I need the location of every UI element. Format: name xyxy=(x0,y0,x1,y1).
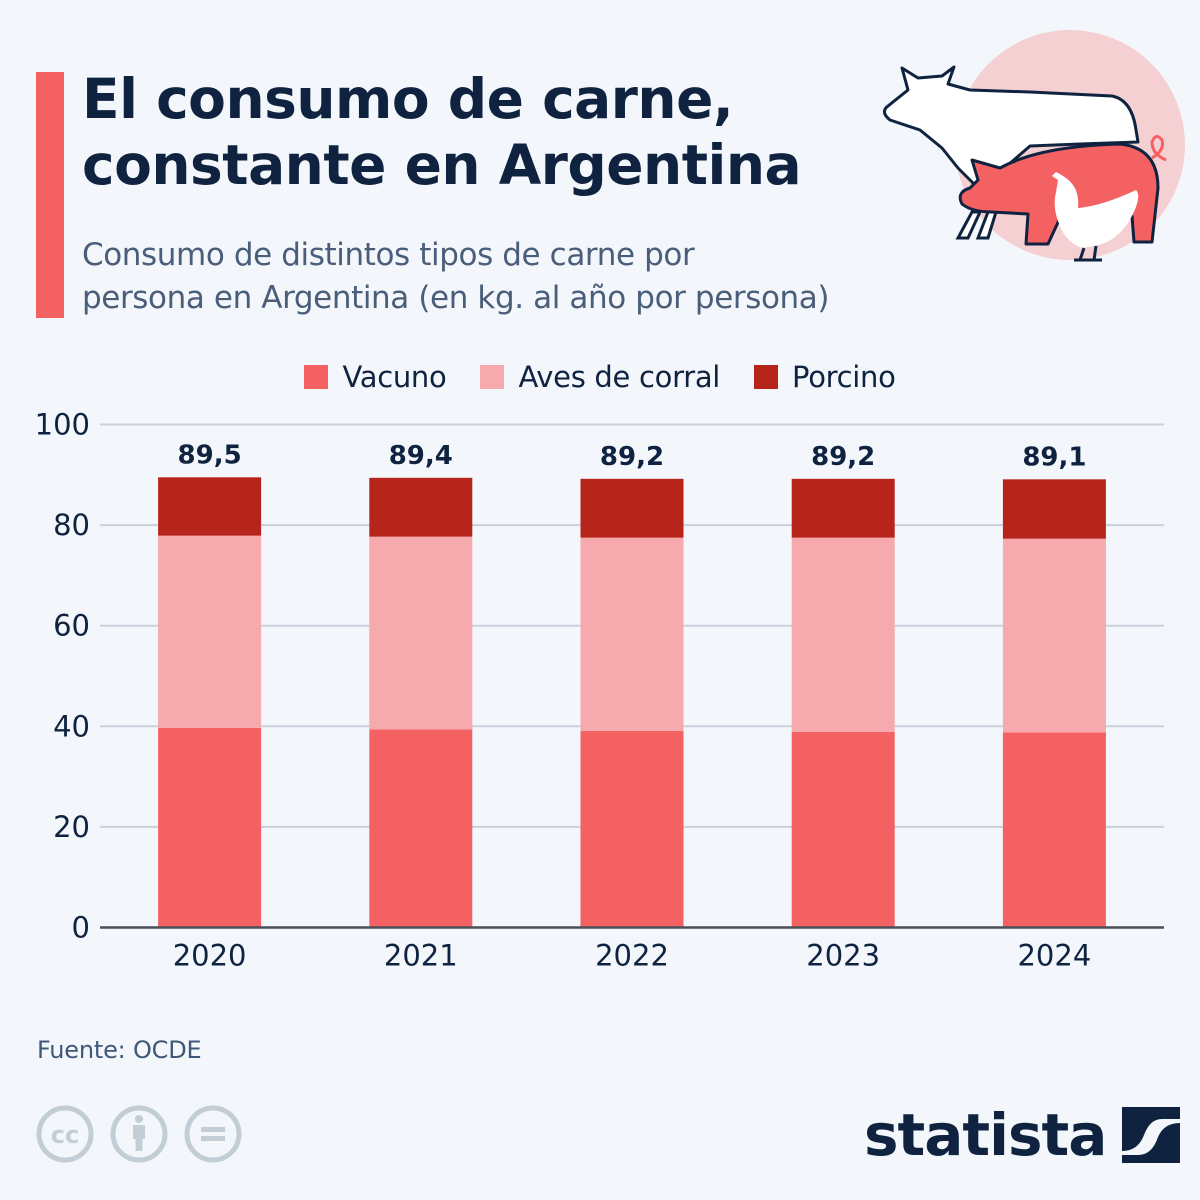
total-data-label: 89,5 xyxy=(178,440,242,470)
bar-segment-aves-de-corral xyxy=(791,537,895,732)
subtitle-line-2: persona en Argentina (en kg. al año por … xyxy=(82,280,830,316)
chicken-icon xyxy=(1052,172,1139,248)
total-data-label: 89,2 xyxy=(600,442,664,472)
bar-segment-porcino xyxy=(158,477,262,536)
attribution-icon[interactable] xyxy=(109,1104,169,1164)
cow-legs-icon xyxy=(955,210,999,240)
chicken-feet-icon xyxy=(1074,245,1102,262)
cc-icon[interactable]: cc xyxy=(35,1104,95,1164)
x-tick-label: 2024 xyxy=(1017,939,1091,973)
total-data-label: 89,1 xyxy=(1022,442,1086,472)
y-tick-label: 40 xyxy=(53,709,90,743)
bar-segment-aves-de-corral xyxy=(158,535,262,728)
total-data-label: 89,2 xyxy=(811,442,875,472)
source-note: Fuente: OCDE xyxy=(37,1036,202,1064)
bar-segment-aves-de-corral xyxy=(580,537,684,731)
y-tick-label: 0 xyxy=(72,911,90,945)
svg-text:cc: cc xyxy=(51,1121,79,1149)
subtitle-line-1: Consumo de distintos tipos de carne por xyxy=(82,237,695,273)
accent-bar xyxy=(36,72,64,318)
bar-segment-aves-de-corral xyxy=(1002,538,1106,733)
x-tick-label: 2023 xyxy=(806,939,880,973)
legend-swatch-vacuno xyxy=(304,365,329,389)
legend-item-aves: Aves de corral xyxy=(480,360,720,394)
y-tick-label: 80 xyxy=(53,508,90,542)
x-tick-label: 2020 xyxy=(173,939,247,973)
x-tick-label: 2021 xyxy=(384,939,458,973)
x-tick-label: 2022 xyxy=(595,939,669,973)
legend-item-porcino: Porcino xyxy=(754,360,896,394)
bar-segment-vacuno xyxy=(580,730,684,928)
legend-swatch-porcino xyxy=(754,365,779,389)
license-icons: cc xyxy=(35,1104,243,1164)
total-data-label: 89,4 xyxy=(389,441,453,471)
bar-segment-porcino xyxy=(369,477,473,537)
subtitle: Consumo de distintos tipos de carne por … xyxy=(82,234,982,320)
y-tick-label: 60 xyxy=(53,609,90,643)
bar-segment-porcino xyxy=(580,478,684,538)
chart-legend: Vacuno Aves de corral Porcino xyxy=(0,360,1200,394)
stacked-bar-chart: 0 20 40 60 80 100 89,5 2020 89,4 2021 89,2 2022 89,2… xyxy=(35,408,1164,973)
bar-segment-porcino xyxy=(791,478,895,538)
bar-segment-aves-de-corral xyxy=(369,536,473,730)
y-tick-label: 100 xyxy=(35,408,90,442)
statista-logo[interactable]: statista xyxy=(864,1100,1181,1170)
page-title: El consumo de carne, constante en Argent… xyxy=(82,66,942,198)
cow-pig-chicken-icon xyxy=(883,30,1185,262)
bar-segment-vacuno xyxy=(1002,732,1106,928)
cow-icon xyxy=(883,65,1140,187)
legend-label-aves: Aves de corral xyxy=(518,360,721,394)
title-line-1: El consumo de carne, xyxy=(82,67,734,131)
legend-label-porcino: Porcino xyxy=(792,360,896,394)
bar-segment-vacuno xyxy=(791,731,895,928)
brand-name: statista xyxy=(864,1101,1107,1169)
bar-segment-porcino xyxy=(1002,479,1106,539)
bar-segment-vacuno xyxy=(369,729,473,928)
pig-tail-icon xyxy=(1150,135,1167,162)
bar-segment-vacuno xyxy=(158,727,262,928)
statista-logo-icon xyxy=(1122,1107,1181,1163)
no-derivatives-icon[interactable] xyxy=(183,1104,243,1164)
legend-label-vacuno: Vacuno xyxy=(342,360,447,394)
legend-swatch-aves xyxy=(480,365,505,389)
title-line-2: constante en Argentina xyxy=(82,133,802,197)
y-tick-label: 20 xyxy=(53,810,90,844)
legend-item-vacuno: Vacuno xyxy=(304,360,447,394)
